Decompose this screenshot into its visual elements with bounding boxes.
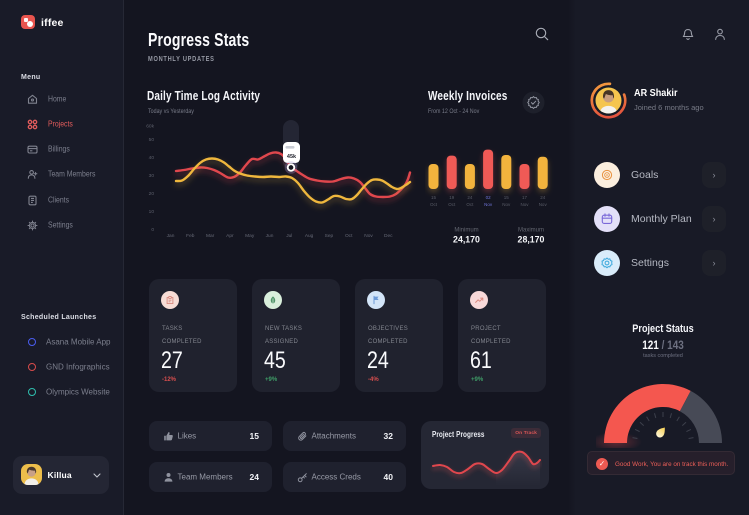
svg-text:15: 15	[431, 195, 437, 200]
svg-text:Jun: Jun	[266, 233, 274, 239]
svg-text:20: 20	[149, 191, 155, 197]
svg-text:Oct: Oct	[448, 202, 456, 207]
svg-text:50: 50	[149, 137, 155, 143]
svg-text:Dec: Dec	[384, 233, 393, 239]
svg-text:28,170: 28,170	[518, 235, 545, 245]
svg-text:24: 24	[540, 195, 546, 200]
svg-text:30: 30	[149, 173, 155, 179]
svg-text:24,170: 24,170	[453, 235, 480, 245]
svg-text:Jan: Jan	[167, 233, 175, 239]
svg-text:Nov: Nov	[539, 202, 548, 207]
svg-text:19: 19	[449, 195, 455, 200]
svg-text:60k: 60k	[146, 124, 154, 130]
svg-text:Aug: Aug	[305, 233, 314, 239]
svg-text:Apr: Apr	[226, 233, 234, 239]
svg-text:Nov: Nov	[484, 202, 493, 207]
svg-text:Minimum: Minimum	[454, 228, 478, 234]
svg-text:15: 15	[504, 195, 510, 200]
svg-text:0: 0	[151, 227, 154, 233]
svg-text:Maximum: Maximum	[518, 228, 544, 234]
svg-text:45k: 45k	[287, 154, 297, 160]
svg-text:02: 02	[486, 195, 492, 200]
svg-text:24: 24	[467, 195, 473, 200]
svg-text:Nov: Nov	[502, 202, 511, 207]
svg-text:Oct: Oct	[466, 202, 474, 207]
svg-text:Feb: Feb	[186, 233, 195, 239]
svg-text:10: 10	[149, 209, 155, 215]
svg-text:May: May	[245, 233, 255, 239]
svg-text:Oct: Oct	[430, 202, 438, 207]
svg-text:Nov: Nov	[520, 202, 529, 207]
svg-text:Nov: Nov	[364, 233, 373, 239]
svg-text:Jul: Jul	[286, 233, 292, 239]
svg-text:17: 17	[522, 195, 528, 200]
svg-text:Oct: Oct	[345, 233, 353, 239]
svg-text:Sep: Sep	[325, 233, 334, 239]
svg-text:40: 40	[149, 155, 155, 161]
svg-text:Mar: Mar	[206, 233, 215, 239]
